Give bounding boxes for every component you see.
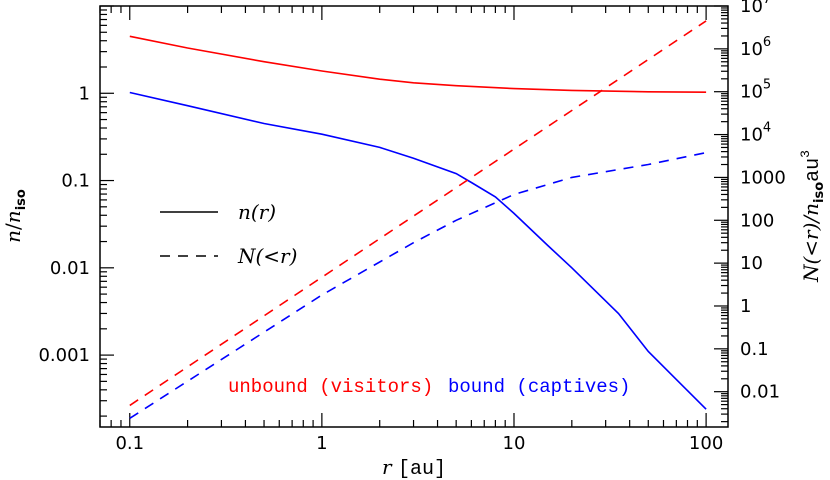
y-right-tick-label: 100 <box>740 210 774 231</box>
annotation-bound: bound (captives) <box>448 376 630 398</box>
y-right-tick-label: 106 <box>740 35 771 60</box>
y-right-tick-label: 1 <box>740 296 751 317</box>
y-left-tick-label: 0.001 <box>38 345 90 366</box>
x-tick-label: 10 <box>503 433 526 454</box>
y-right-tick-label: 1000 <box>740 167 786 188</box>
y-left-tick-label: 1 <box>79 83 90 104</box>
y-right-tick-label: 0.01 <box>740 382 780 403</box>
legend-label: N(<r) <box>237 244 297 268</box>
y-right-tick-label: 104 <box>740 121 771 146</box>
legend-label: n(r) <box>238 200 276 224</box>
y-right-tick-label: 105 <box>740 78 771 103</box>
plot-frame <box>99 5 729 428</box>
annotation-unbound: unbound (visitors) <box>228 376 433 398</box>
y-right-axis-title: N(<r)/nisoau3 <box>798 150 827 283</box>
y-left-tick-label: 0.01 <box>50 258 90 279</box>
series-line-unbound-density <box>129 35 707 93</box>
series-line-unbound-cumulative <box>129 20 707 407</box>
x-axis-title: r [au] <box>382 455 446 480</box>
y-right-tick-label: 10 <box>740 253 763 274</box>
x-tick-label: 0.1 <box>115 433 144 454</box>
y-left-tick-label: 0.1 <box>61 171 90 192</box>
series-line-bound-density <box>129 91 707 410</box>
x-tick-label: 100 <box>689 433 723 454</box>
y-right-tick-label: 0.1 <box>740 339 769 360</box>
y-left-axis-title: n/niso <box>1 189 29 243</box>
y-right-tick-label: 107 <box>740 0 771 17</box>
x-tick-label: 1 <box>316 433 327 454</box>
